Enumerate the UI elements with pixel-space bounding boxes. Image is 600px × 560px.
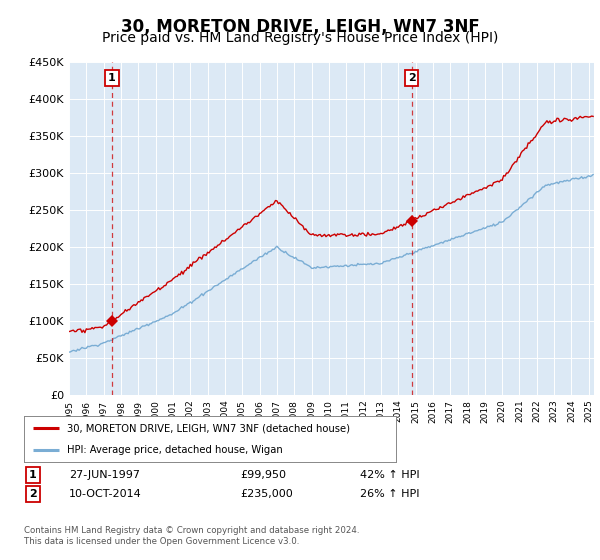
Text: £99,950: £99,950 <box>240 470 286 480</box>
Text: 2: 2 <box>407 73 415 83</box>
Text: 10-OCT-2014: 10-OCT-2014 <box>69 489 142 499</box>
Text: 30, MORETON DRIVE, LEIGH, WN7 3NF: 30, MORETON DRIVE, LEIGH, WN7 3NF <box>121 18 479 36</box>
Text: HPI: Average price, detached house, Wigan: HPI: Average price, detached house, Wiga… <box>67 445 283 455</box>
Text: Contains HM Land Registry data © Crown copyright and database right 2024.
This d: Contains HM Land Registry data © Crown c… <box>24 526 359 546</box>
Text: 26% ↑ HPI: 26% ↑ HPI <box>360 489 419 499</box>
Text: £235,000: £235,000 <box>240 489 293 499</box>
Text: 1: 1 <box>108 73 116 83</box>
Text: 42% ↑ HPI: 42% ↑ HPI <box>360 470 419 480</box>
Text: 30, MORETON DRIVE, LEIGH, WN7 3NF (detached house): 30, MORETON DRIVE, LEIGH, WN7 3NF (detac… <box>67 423 350 433</box>
Text: Price paid vs. HM Land Registry's House Price Index (HPI): Price paid vs. HM Land Registry's House … <box>102 31 498 45</box>
Text: 2: 2 <box>29 489 37 499</box>
Text: 1: 1 <box>29 470 37 480</box>
Text: 27-JUN-1997: 27-JUN-1997 <box>69 470 140 480</box>
